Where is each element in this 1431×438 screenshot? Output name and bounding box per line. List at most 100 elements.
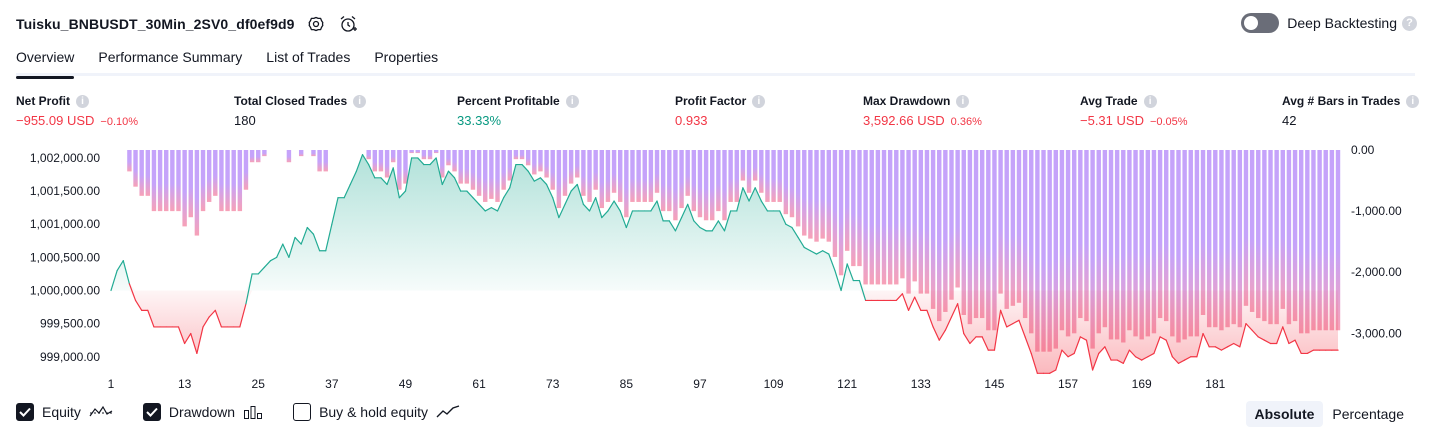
drawdown-bar <box>1102 150 1108 328</box>
drawdown-bar <box>440 150 445 178</box>
drawdown-bar <box>740 150 746 181</box>
metric-total-closed-trades: Total Closed Trades i 180 <box>234 93 367 128</box>
tab-list-of-trades[interactable]: List of Trades <box>266 49 351 65</box>
help-icon[interactable]: ? <box>1402 15 1417 31</box>
percentage-button[interactable]: Percentage <box>1332 406 1404 422</box>
equity-line-segment <box>1214 346 1223 351</box>
metric-label: Max Drawdown <box>863 94 951 108</box>
equity-line-segment <box>601 210 609 219</box>
equity-line-segment <box>361 154 370 166</box>
drawdown-bar <box>728 150 733 202</box>
equity-line-segment <box>1055 349 1063 371</box>
equity-line-segment <box>576 183 584 205</box>
info-icon[interactable]: i <box>565 94 579 108</box>
drawdown-bar <box>1188 150 1193 337</box>
drawdown-bar <box>403 150 408 184</box>
drawdown-bar <box>1305 150 1310 334</box>
metric-value: 33.33% <box>457 113 502 128</box>
drawdown-bar <box>1121 150 1126 343</box>
drawdown-bar <box>838 150 844 276</box>
drawdown-bar <box>1139 150 1144 340</box>
drawdown-bar <box>648 150 654 202</box>
tab-properties[interactable]: Properties <box>374 49 439 65</box>
drawdown-bar <box>943 150 948 312</box>
equity-line-segment <box>993 309 1002 351</box>
drawdown-bar <box>1323 150 1328 331</box>
equity-line-segment <box>539 177 548 186</box>
equity-line-segment <box>558 203 566 219</box>
tab-overview[interactable]: Overview <box>16 46 75 79</box>
drawdown-bar <box>703 150 709 221</box>
equity-line-segment <box>736 187 744 212</box>
deep-backtesting-label: Deep Backtesting <box>1287 15 1397 31</box>
equity-line-segment <box>380 177 388 186</box>
drawdown-bar <box>213 150 218 196</box>
buy-hold-checkbox[interactable] <box>293 403 312 421</box>
toggle-knob <box>1244 16 1259 30</box>
alarm-clock-plus-icon[interactable] <box>337 13 359 35</box>
drawdown-bar <box>642 150 647 202</box>
equity-line-segment <box>699 226 707 232</box>
tab-performance-summary[interactable]: Performance Summary <box>98 49 243 65</box>
equity-line-segment <box>619 210 627 229</box>
drawdown-bar <box>1280 150 1285 309</box>
equity-checkbox[interactable] <box>16 403 34 421</box>
equity-line-segment <box>312 233 321 252</box>
info-icon[interactable]: i <box>1406 94 1420 108</box>
equity-line-segment <box>496 197 505 212</box>
drawdown-bar <box>998 150 1003 294</box>
deep-backtesting-toggle[interactable] <box>1241 13 1280 33</box>
drawdown-bar <box>660 150 666 212</box>
info-icon[interactable]: i <box>76 94 89 108</box>
drawdown-bar <box>1010 150 1016 306</box>
equity-line-segment <box>840 263 848 292</box>
drawdown-bar <box>710 150 715 221</box>
info-icon[interactable]: i <box>353 94 367 108</box>
equity-line-segment <box>147 309 155 328</box>
gear-icon[interactable] <box>305 13 327 35</box>
drawdown-bar <box>581 150 586 196</box>
drawdown-bar <box>225 150 230 212</box>
equity-line-segment <box>208 309 216 318</box>
equity-drawdown-chart[interactable]: 1,002,000.00 1,001,500.00 1,001,000.00 1,00… <box>0 140 1431 395</box>
equity-line-segment <box>527 170 535 182</box>
drawdown-bar <box>599 150 605 209</box>
left-axis-tick-label: 1,000,000.00 <box>30 283 100 297</box>
equity-line-segment <box>1153 336 1161 355</box>
equity-line-segment <box>895 293 904 302</box>
drawdown-bar <box>673 150 678 221</box>
equity-line-segment <box>1141 356 1149 361</box>
drawdown-bar <box>415 150 420 154</box>
drawdown-bar <box>667 150 672 212</box>
drawdown-bar <box>1292 150 1298 322</box>
equity-line-segment <box>1306 349 1315 355</box>
drawdown-bar <box>1225 150 1230 328</box>
drawdown-bar <box>1004 150 1009 309</box>
drawdown-bar <box>256 150 261 163</box>
info-icon[interactable]: i <box>1143 94 1157 108</box>
drawdown-bar <box>973 150 979 319</box>
drawdown-bar <box>1311 150 1316 331</box>
drawdown-bar <box>624 150 629 218</box>
drawdown-bar <box>1213 150 1218 328</box>
legend-drawdown[interactable]: Drawdown <box>142 403 263 421</box>
drawdown-bar <box>894 150 899 285</box>
drawdown-bar <box>808 150 813 239</box>
equity-area-negative <box>111 290 1338 374</box>
equity-line-segment <box>503 187 511 199</box>
equity-line-segment <box>1251 329 1259 338</box>
drawdown-bar <box>409 150 414 154</box>
drawdown-bar <box>164 150 169 212</box>
info-icon[interactable]: i <box>752 94 766 108</box>
drawdown-bar <box>869 150 874 285</box>
drawdown-bar <box>452 150 457 172</box>
info-icon[interactable]: i <box>956 94 970 108</box>
drawdown-checkbox[interactable] <box>142 403 161 421</box>
legend-equity[interactable]: Equity <box>16 403 113 421</box>
absolute-button[interactable]: Absolute <box>1245 401 1324 427</box>
equity-line-segment <box>294 236 302 245</box>
equity-line-segment <box>1018 319 1026 338</box>
strategy-title: Tuisku_BNBUSDT_30Min_2SV0_df0ef9d9 <box>16 16 295 32</box>
drawdown-bar <box>1071 150 1077 334</box>
legend-buy-hold-equity[interactable]: Buy & hold equity <box>293 403 460 421</box>
